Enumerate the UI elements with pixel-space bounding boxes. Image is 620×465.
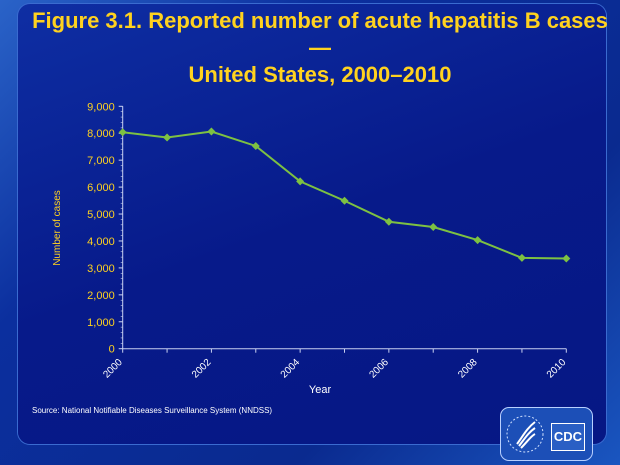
data-point: [429, 222, 438, 231]
y-tick-label: 5,000: [87, 209, 115, 221]
title-line-2: United States, 2000–2010: [188, 62, 452, 87]
y-tick-label: 2,000: [87, 290, 115, 302]
data-point: [517, 253, 526, 262]
y-tick-label: 9,000: [87, 101, 115, 113]
x-tick-label: 2006: [367, 357, 391, 381]
title-line-1: Figure 3.1. Reported number of acute hep…: [32, 8, 608, 60]
y-tick-label: 7,000: [87, 155, 115, 167]
series-line: [122, 130, 567, 260]
x-tick-label: 2004: [279, 357, 303, 381]
y-axis-label: Number of cases: [52, 190, 63, 266]
hhs-eagle-icon: [506, 415, 544, 453]
x-tick-label: 2002: [190, 357, 214, 381]
data-point: [118, 128, 127, 137]
data-point: [340, 196, 349, 205]
y-tick-label: 3,000: [87, 263, 115, 275]
data-point: [163, 133, 172, 142]
data-point: [251, 141, 260, 150]
data-point: [473, 236, 482, 245]
x-axis-label: Year: [309, 384, 332, 396]
x-tick-label: 2000: [101, 357, 125, 381]
data-point: [207, 127, 216, 136]
y-tick-label: 8,000: [87, 128, 115, 140]
cdc-logo: CDC: [500, 407, 593, 461]
source-note: Source: National Notifiable Diseases Sur…: [32, 406, 273, 415]
x-tick-label: 2010: [545, 357, 569, 381]
data-point: [384, 217, 393, 226]
y-tick-label: 0: [109, 344, 115, 356]
chart-title: Figure 3.1. Reported number of acute hep…: [20, 7, 620, 88]
y-tick-label: 4,000: [87, 236, 115, 248]
x-tick-label: 2008: [456, 357, 480, 381]
y-tick-label: 6,000: [87, 182, 115, 194]
data-point: [296, 177, 305, 186]
y-tick-label: 1,000: [87, 317, 115, 329]
cdc-wordmark: CDC: [551, 423, 585, 451]
data-point: [562, 254, 571, 263]
slide-panel: [18, 4, 606, 444]
